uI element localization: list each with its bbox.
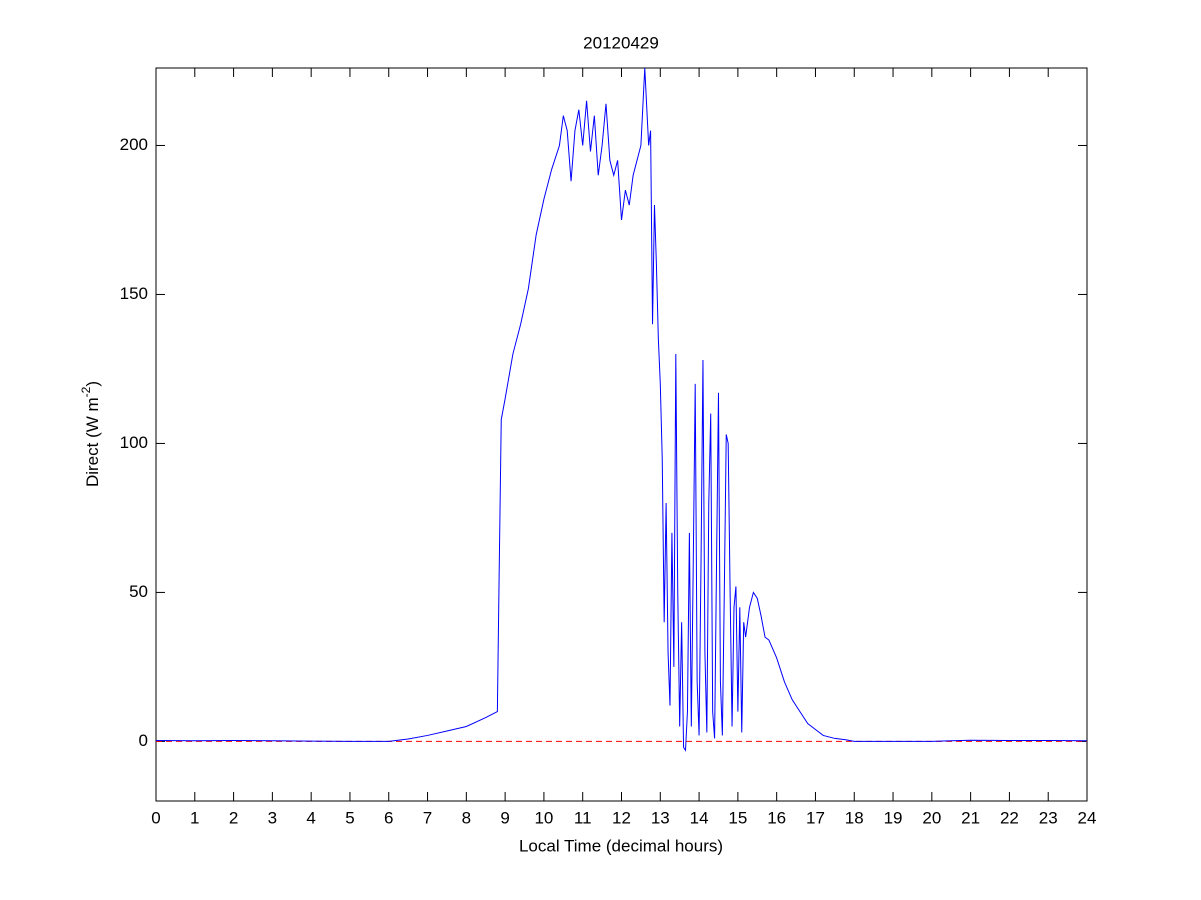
y-tick-label: 0	[139, 731, 148, 750]
x-tick-label: 21	[961, 808, 980, 827]
x-tick-label: 19	[884, 808, 903, 827]
x-tick-label: 20	[922, 808, 941, 827]
x-axis-label: Local Time (decimal hours)	[519, 836, 723, 855]
data-line	[155, 67, 1088, 752]
x-tick-label: 3	[268, 808, 277, 827]
x-tick-label: 16	[767, 808, 786, 827]
y-tick-label: 50	[129, 582, 148, 601]
x-tick-label: 22	[1000, 808, 1019, 827]
x-tick-label: 18	[845, 808, 864, 827]
x-tick-label: 1	[190, 808, 199, 827]
x-tick-label: 14	[690, 808, 709, 827]
x-tick-label: 2	[229, 808, 238, 827]
x-tick-label: 10	[534, 808, 553, 827]
y-tick-label: 100	[120, 433, 148, 452]
x-tick-label: 0	[151, 808, 160, 827]
x-tick-label: 17	[806, 808, 825, 827]
x-tick-label: 24	[1078, 808, 1097, 827]
plot-area	[155, 67, 1088, 802]
x-tick-label: 5	[345, 808, 354, 827]
x-tick-label: 6	[384, 808, 393, 827]
x-tick-label: 8	[462, 808, 471, 827]
y-label-text: Direct (W m	[83, 397, 102, 487]
y-axis-label: Direct (W m-2)	[79, 381, 102, 487]
y-label-suffix: )	[83, 381, 102, 387]
x-tick-label: 11	[574, 808, 592, 827]
x-tick-label: 7	[423, 808, 432, 827]
x-tick-label: 9	[500, 808, 509, 827]
y-tick-label: 200	[120, 135, 148, 154]
chart-title: 20120429	[583, 33, 659, 52]
x-tick-label: 15	[728, 808, 747, 827]
x-tick-label: 12	[612, 808, 631, 827]
x-tick-label: 13	[651, 808, 670, 827]
y-tick-label: 150	[120, 284, 148, 303]
x-tick-label: 23	[1039, 808, 1058, 827]
y-label-sup: -2	[79, 386, 93, 397]
x-tick-label: 4	[306, 808, 315, 827]
